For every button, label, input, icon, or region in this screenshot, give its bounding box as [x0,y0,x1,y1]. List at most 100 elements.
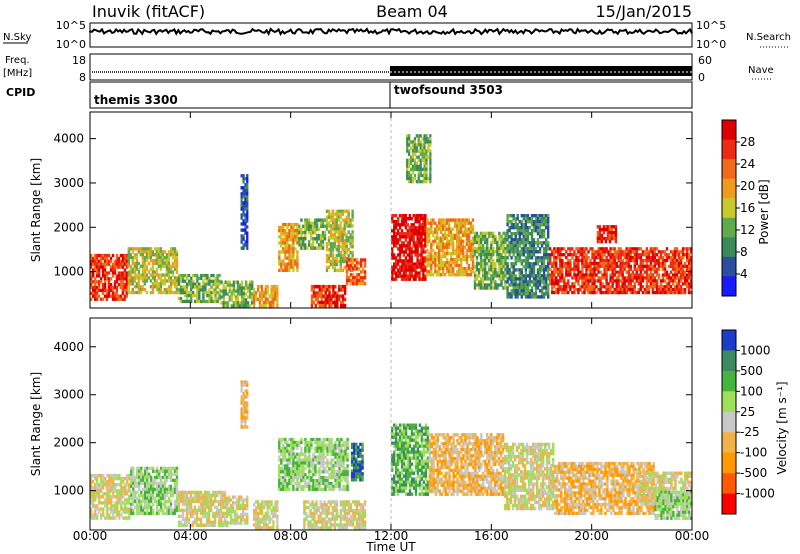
heatmap-cell [145,273,149,277]
heatmap-cell [665,285,669,289]
heatmap-cell [167,276,171,280]
heatmap-cell [107,288,111,293]
heatmap-cell [244,222,247,226]
heatmap-cell [545,274,548,278]
heatmap-cell [169,250,173,254]
heatmap-cell [567,264,570,268]
heatmap-cell [528,268,532,272]
heatmap-cell [102,507,105,511]
heatmap-cell [217,502,221,507]
heatmap-cell [686,264,689,268]
heatmap-cell [207,520,211,524]
heatmap-cell [408,244,411,248]
heatmap-cell [444,233,447,237]
heatmap-cell [637,288,640,292]
heatmap-cell [573,267,576,271]
heatmap-cell [286,256,289,260]
heatmap-cell [520,229,523,233]
heatmap-cell [506,223,509,227]
heatmap-cell [341,218,344,222]
heatmap-cell [581,270,584,274]
heatmap-cell [603,267,606,271]
heatmap-cell [421,137,424,141]
heatmap-cell [516,223,519,227]
heatmap-cell [262,506,265,510]
heatmap-cell [484,234,487,239]
heatmap-cell [256,297,260,302]
heatmap-cell [475,277,479,281]
heatmap-cell [451,218,455,222]
heatmap-cell [643,250,647,254]
heatmap-cell [438,245,441,250]
heatmap-cell [146,505,149,510]
heatmap-cell [120,513,123,517]
heatmap-cell [205,514,209,519]
heatmap-cell [438,248,441,253]
heatmap-cell [547,262,550,266]
heatmap-cell [147,256,151,260]
heatmap-cell [419,143,422,147]
heatmap-cell [195,499,199,504]
heatmap-cell [216,276,219,280]
heatmap-cell [276,288,279,292]
heatmap-cell [113,268,117,272]
heatmap-cell [410,262,413,266]
heatmap-cell [587,261,590,266]
heatmap-cell [488,265,491,269]
heatmap-cell [244,507,247,511]
heatmap-cell [444,251,447,256]
heatmap-cell [637,264,640,268]
heatmap-cell [181,508,185,513]
heatmap-cell [320,300,323,305]
heatmap-cell [167,475,171,480]
heatmap-cell [249,286,252,290]
heatmap-cell [242,177,245,181]
heatmap-cell [341,256,344,261]
heatmap-cell [343,297,347,302]
heatmap-cell [484,259,487,263]
heatmap-cell [663,261,667,266]
heatmap-cell [436,270,439,274]
heatmap-cell [547,265,550,269]
heatmap-cell [547,232,550,236]
heatmap-cell [327,242,331,246]
heatmap-cell [179,520,183,524]
heatmap-cell [408,161,411,165]
heatmap-cell [561,288,564,292]
heatmap-cell [310,233,313,238]
heatmap-cell [99,277,103,281]
heatmap-cell [542,283,546,287]
heatmap-cell [337,259,340,264]
heatmap-cell [142,508,145,513]
heatmap-cell [683,270,687,274]
heatmap-cell [467,242,471,247]
heatmap-cell [607,250,610,254]
heatmap-cell [551,273,554,277]
heatmap-cell [603,264,606,268]
heatmap-cell [609,276,612,280]
heatmap-cell [100,516,103,520]
heatmap-cell [298,240,301,244]
heatmap-cell [316,291,319,295]
heatmap-cell [244,189,247,193]
heatmap-cell [653,253,657,257]
heatmap-cell [394,238,398,242]
heatmap-cell [242,392,245,396]
heatmap-cell [246,504,249,508]
heatmap-cell [140,481,143,486]
heatmap-cell [177,520,181,524]
heatmap-cell [498,283,501,287]
heatmap-cell [396,274,400,278]
heatmap-cell [185,520,189,524]
heatmap-cell [520,280,523,284]
heatmap-cell [688,267,691,271]
heatmap-cell [232,292,236,296]
heatmap-cell [139,250,143,254]
heatmap-cell [607,261,610,266]
heatmap-cell [139,264,143,268]
heatmap-cell [94,283,97,287]
heatmap-cell [394,271,398,275]
heatmap-cell [481,243,485,248]
heatmap-cell [536,229,540,233]
heatmap-cell [484,286,487,290]
